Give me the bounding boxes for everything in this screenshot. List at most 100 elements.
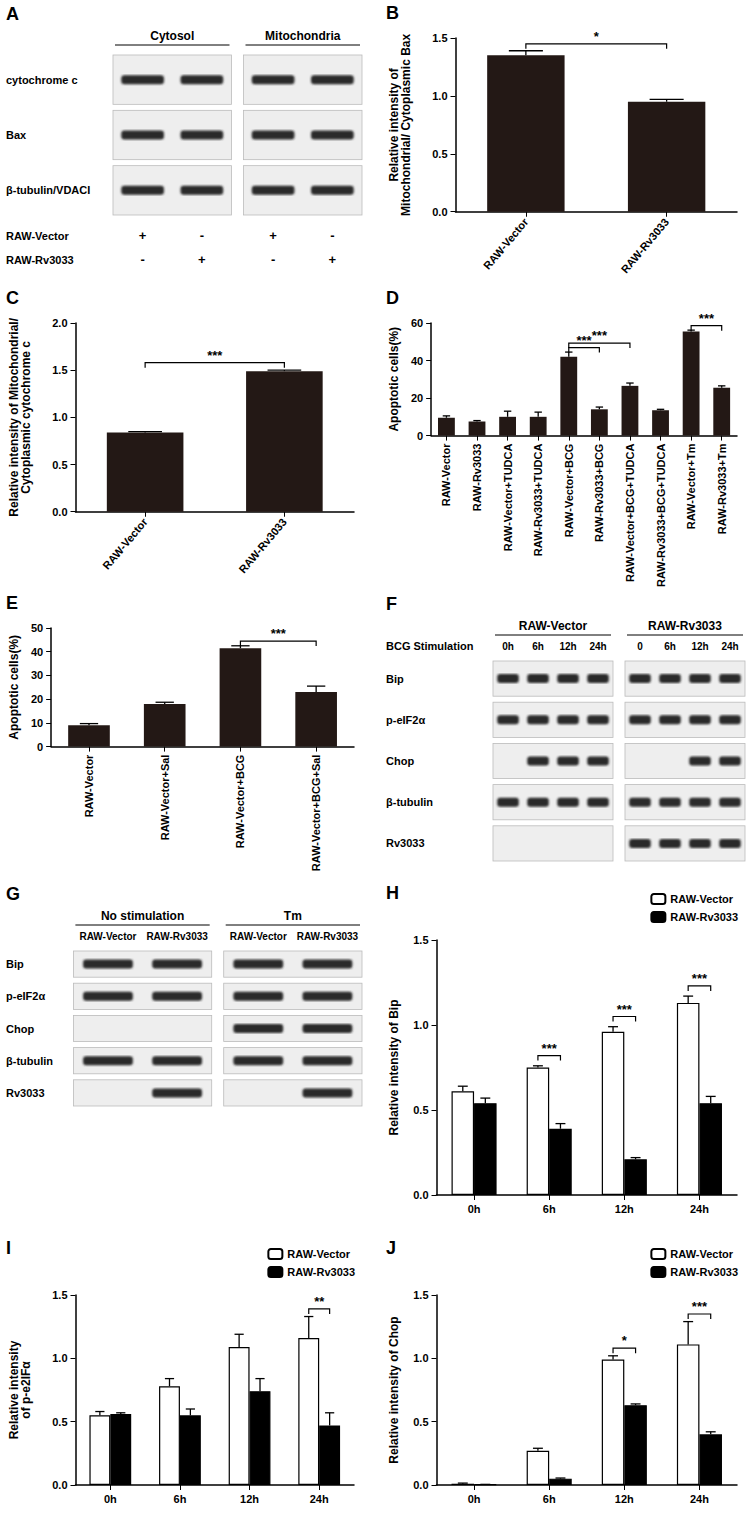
svg-text:-: -: [271, 252, 275, 267]
svg-text:RAW-Vector: RAW-Vector: [100, 515, 150, 571]
svg-text:RAW-Rv3033: RAW-Rv3033: [471, 444, 483, 512]
svg-text:0.5: 0.5: [52, 1416, 67, 1428]
svg-text:RAW-Rv3033: RAW-Rv3033: [670, 1266, 738, 1278]
svg-text:RAW-Rv3033+BCG: RAW-Rv3033+BCG: [593, 444, 605, 543]
svg-text:***: ***: [207, 348, 223, 363]
svg-text:0.0: 0.0: [52, 506, 67, 518]
svg-text:RAW-Vector: RAW-Vector: [79, 931, 136, 942]
svg-text:24h: 24h: [721, 641, 738, 652]
svg-text:RAW-Vector+BCG: RAW-Vector+BCG: [563, 444, 575, 538]
svg-text:0: 0: [637, 641, 643, 652]
svg-text:RAW-Rv3033: RAW-Rv3033: [6, 254, 74, 266]
svg-text:No stimulation: No stimulation: [101, 909, 184, 923]
svg-text:12h: 12h: [240, 1493, 259, 1505]
svg-text:***: ***: [542, 1041, 558, 1056]
svg-text:2.0: 2.0: [52, 317, 67, 329]
svg-text:40: 40: [411, 355, 423, 367]
svg-text:RAW-Vector+TUDCA: RAW-Vector+TUDCA: [502, 444, 514, 552]
svg-text:Tm: Tm: [284, 909, 302, 923]
svg-text:RAW-Vector+Tm: RAW-Vector+Tm: [685, 443, 697, 529]
svg-text:A: A: [6, 4, 19, 24]
svg-text:12h: 12h: [615, 1203, 634, 1215]
svg-text:G: G: [6, 884, 20, 904]
svg-text:***: ***: [592, 328, 608, 343]
svg-text:RAW-Rv3033: RAW-Rv3033: [236, 516, 289, 576]
svg-text:***: ***: [699, 311, 715, 326]
svg-text:6h: 6h: [532, 641, 544, 652]
svg-text:H: H: [386, 883, 399, 903]
svg-text:1.5: 1.5: [432, 32, 447, 44]
svg-text:RAW-Rv3033: RAW-Rv3033: [670, 911, 738, 923]
svg-text:***: ***: [271, 626, 287, 641]
svg-text:0.5: 0.5: [413, 1416, 428, 1428]
svg-text:+: +: [139, 228, 147, 243]
svg-text:-: -: [200, 228, 204, 243]
svg-text:6h: 6h: [543, 1203, 556, 1215]
svg-text:6h: 6h: [543, 1493, 556, 1505]
svg-text:20: 20: [31, 693, 43, 705]
svg-text:RAW-Vector+Sal: RAW-Vector+Sal: [159, 755, 171, 841]
svg-text:p-eIF2α: p-eIF2α: [6, 990, 45, 1002]
svg-text:24h: 24h: [690, 1493, 709, 1505]
svg-text:RAW-Rv3033: RAW-Rv3033: [287, 1266, 355, 1278]
svg-text:-: -: [330, 228, 334, 243]
svg-text:12h: 12h: [691, 641, 708, 652]
svg-text:1.0: 1.0: [52, 1352, 67, 1364]
svg-text:***: ***: [576, 333, 592, 348]
svg-text:RAW-Rv3033+BCG+TUDCA: RAW-Rv3033+BCG+TUDCA: [655, 444, 667, 587]
svg-text:1.5: 1.5: [413, 1289, 428, 1301]
svg-text:0.5: 0.5: [52, 459, 67, 471]
svg-text:RAW-Vector: RAW-Vector: [6, 230, 69, 242]
svg-text:12h: 12h: [615, 1493, 634, 1505]
svg-text:1.5: 1.5: [52, 364, 67, 376]
svg-text:RAW-Vector: RAW-Vector: [519, 619, 588, 633]
svg-text:Relative intensity of Chop: Relative intensity of Chop: [387, 1316, 401, 1463]
svg-text:Bip: Bip: [386, 673, 404, 685]
svg-text:***: ***: [692, 971, 708, 986]
svg-text:50: 50: [31, 622, 43, 634]
svg-text:1.0: 1.0: [413, 1019, 428, 1031]
svg-text:1.5: 1.5: [413, 934, 428, 946]
svg-text:0.0: 0.0: [432, 206, 447, 218]
svg-text:J: J: [386, 1238, 396, 1258]
svg-text:0h: 0h: [502, 641, 514, 652]
svg-text:24h: 24h: [310, 1493, 329, 1505]
svg-text:**: **: [314, 1294, 325, 1309]
svg-text:Rv3033: Rv3033: [386, 837, 425, 849]
svg-text:1.0: 1.0: [432, 90, 447, 102]
svg-text:β-tubulin: β-tubulin: [6, 1055, 53, 1067]
svg-text:RAW-Vector: RAW-Vector: [481, 215, 531, 271]
svg-text:RAW-Rv3033: RAW-Rv3033: [146, 931, 208, 942]
svg-text:6h: 6h: [174, 1493, 187, 1505]
svg-text:40: 40: [31, 646, 43, 658]
svg-text:D: D: [386, 288, 399, 308]
svg-text:-: -: [140, 252, 144, 267]
svg-text:1.0: 1.0: [52, 411, 67, 423]
svg-text:***: ***: [692, 1299, 708, 1314]
svg-text:1.5: 1.5: [52, 1289, 67, 1301]
svg-text:β-tubulin/VDACI: β-tubulin/VDACI: [6, 184, 90, 196]
svg-text:Relative intensity of Bip: Relative intensity of Bip: [387, 999, 401, 1135]
svg-text:6h: 6h: [664, 641, 676, 652]
svg-text:E: E: [6, 593, 18, 613]
svg-text:0h: 0h: [468, 1203, 481, 1215]
svg-text:RAW-Rv3033: RAW-Rv3033: [297, 931, 359, 942]
svg-text:0h: 0h: [104, 1493, 117, 1505]
svg-text:C: C: [6, 288, 19, 308]
svg-text:0.0: 0.0: [52, 1479, 67, 1491]
svg-text:Cytoplasmic cytochrome c: Cytoplasmic cytochrome c: [19, 341, 33, 494]
svg-text:0.0: 0.0: [413, 1189, 428, 1201]
svg-text:RAW-Vector+BCG: RAW-Vector+BCG: [234, 755, 246, 849]
svg-text:RAW-Rv3033: RAW-Rv3033: [619, 216, 672, 276]
svg-text:Chop: Chop: [386, 755, 414, 767]
svg-text:RAW-Vector+BCG+TUDCA: RAW-Vector+BCG+TUDCA: [624, 444, 636, 583]
svg-text:***: ***: [617, 1002, 633, 1017]
svg-text:RAW-Vector+BCG+Sal: RAW-Vector+BCG+Sal: [310, 755, 322, 872]
svg-text:0h: 0h: [468, 1493, 481, 1505]
svg-text:RAW-Vector: RAW-Vector: [83, 754, 95, 817]
svg-text:30: 30: [31, 669, 43, 681]
svg-text:RAW-Rv3033+Tm: RAW-Rv3033+Tm: [716, 443, 728, 534]
svg-text:0: 0: [417, 430, 423, 442]
svg-text:cytochrome c: cytochrome c: [6, 74, 78, 86]
svg-text:+: +: [198, 252, 206, 267]
